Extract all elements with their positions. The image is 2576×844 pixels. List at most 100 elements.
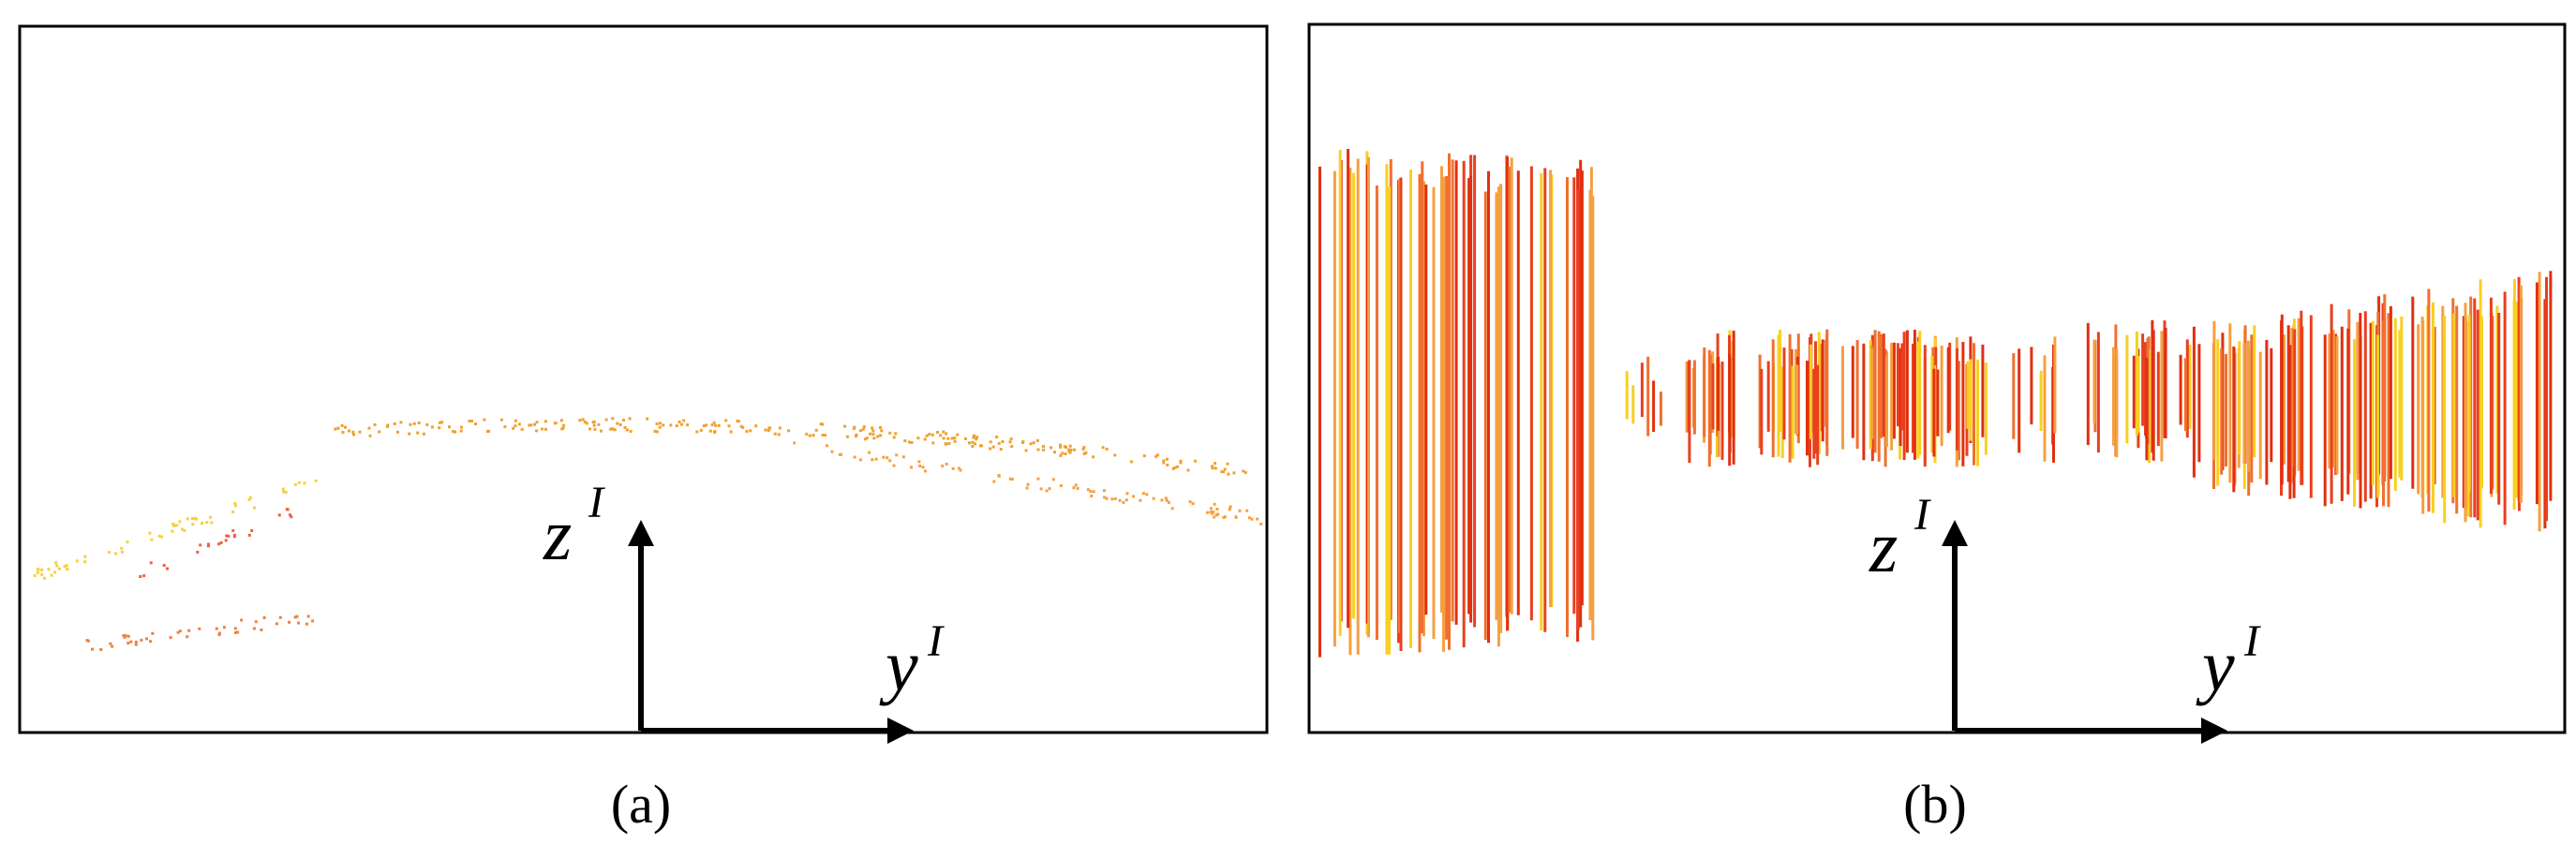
point bbox=[655, 430, 659, 434]
point bbox=[863, 437, 867, 441]
point bbox=[1259, 522, 1263, 526]
point bbox=[1238, 509, 1242, 512]
axis-label-sup: I bbox=[2243, 616, 2261, 666]
point bbox=[592, 423, 596, 427]
point bbox=[340, 423, 344, 427]
point bbox=[975, 437, 978, 441]
point bbox=[1105, 496, 1109, 500]
point bbox=[1010, 445, 1014, 449]
point bbox=[430, 425, 434, 429]
point bbox=[999, 448, 1003, 451]
point bbox=[578, 419, 582, 422]
point bbox=[727, 424, 731, 428]
point bbox=[1214, 466, 1217, 470]
point bbox=[191, 523, 195, 526]
point bbox=[535, 429, 538, 433]
point bbox=[160, 535, 163, 539]
point bbox=[231, 511, 235, 513]
point bbox=[754, 424, 758, 428]
point bbox=[874, 457, 878, 461]
panel-frame bbox=[1307, 22, 2567, 734]
point bbox=[767, 429, 770, 433]
point bbox=[162, 564, 166, 567]
point bbox=[123, 635, 127, 639]
point bbox=[145, 637, 148, 641]
point bbox=[1243, 471, 1247, 474]
point bbox=[408, 432, 411, 436]
point bbox=[1191, 502, 1195, 506]
point bbox=[830, 450, 834, 453]
axis-label: z bbox=[543, 494, 572, 575]
point bbox=[529, 423, 533, 427]
point bbox=[972, 436, 975, 439]
point bbox=[334, 427, 337, 431]
point bbox=[1226, 462, 1229, 466]
point bbox=[91, 647, 94, 651]
point bbox=[303, 481, 306, 485]
point bbox=[260, 628, 263, 631]
point bbox=[40, 568, 44, 571]
point bbox=[295, 614, 299, 618]
point bbox=[254, 620, 258, 624]
point bbox=[217, 633, 221, 636]
arrow-head bbox=[2201, 718, 2227, 744]
point bbox=[543, 420, 547, 423]
point bbox=[222, 626, 226, 629]
point bbox=[75, 559, 79, 563]
point bbox=[967, 441, 971, 445]
point bbox=[553, 422, 557, 425]
point bbox=[947, 442, 951, 445]
point bbox=[646, 417, 649, 421]
point bbox=[1008, 477, 1012, 481]
point bbox=[1186, 468, 1190, 472]
point bbox=[499, 418, 503, 422]
point bbox=[745, 430, 749, 433]
point bbox=[805, 432, 809, 436]
point bbox=[83, 555, 87, 558]
point bbox=[126, 540, 129, 544]
point bbox=[616, 422, 619, 425]
point bbox=[412, 422, 416, 425]
point bbox=[950, 437, 954, 440]
point bbox=[293, 615, 297, 619]
point bbox=[36, 570, 39, 574]
point bbox=[714, 423, 718, 427]
point bbox=[1020, 441, 1024, 444]
point bbox=[224, 539, 228, 542]
point bbox=[1179, 459, 1183, 463]
point bbox=[862, 425, 866, 429]
point bbox=[702, 424, 706, 428]
point bbox=[971, 440, 975, 444]
point bbox=[127, 642, 130, 645]
point bbox=[1211, 465, 1214, 468]
point bbox=[588, 427, 592, 431]
point bbox=[438, 426, 441, 430]
point bbox=[1214, 462, 1217, 466]
point bbox=[142, 574, 146, 578]
point bbox=[729, 430, 733, 434]
point bbox=[675, 424, 678, 427]
point bbox=[625, 428, 629, 432]
axis-label: y bbox=[2196, 625, 2235, 706]
point bbox=[512, 426, 515, 430]
point bbox=[1042, 445, 1045, 448]
point bbox=[695, 430, 699, 434]
point bbox=[190, 517, 194, 520]
point bbox=[180, 527, 184, 531]
point bbox=[1179, 461, 1183, 465]
point bbox=[1176, 465, 1179, 468]
point bbox=[535, 421, 539, 424]
point bbox=[653, 430, 657, 433]
point bbox=[629, 430, 633, 433]
point bbox=[367, 426, 371, 430]
point bbox=[127, 634, 130, 638]
point bbox=[880, 429, 884, 433]
point bbox=[157, 534, 161, 538]
point bbox=[1059, 443, 1062, 447]
point bbox=[175, 524, 179, 527]
point bbox=[945, 462, 948, 466]
point bbox=[581, 418, 585, 422]
point bbox=[248, 496, 252, 499]
point bbox=[1170, 507, 1174, 511]
point bbox=[1059, 453, 1063, 457]
